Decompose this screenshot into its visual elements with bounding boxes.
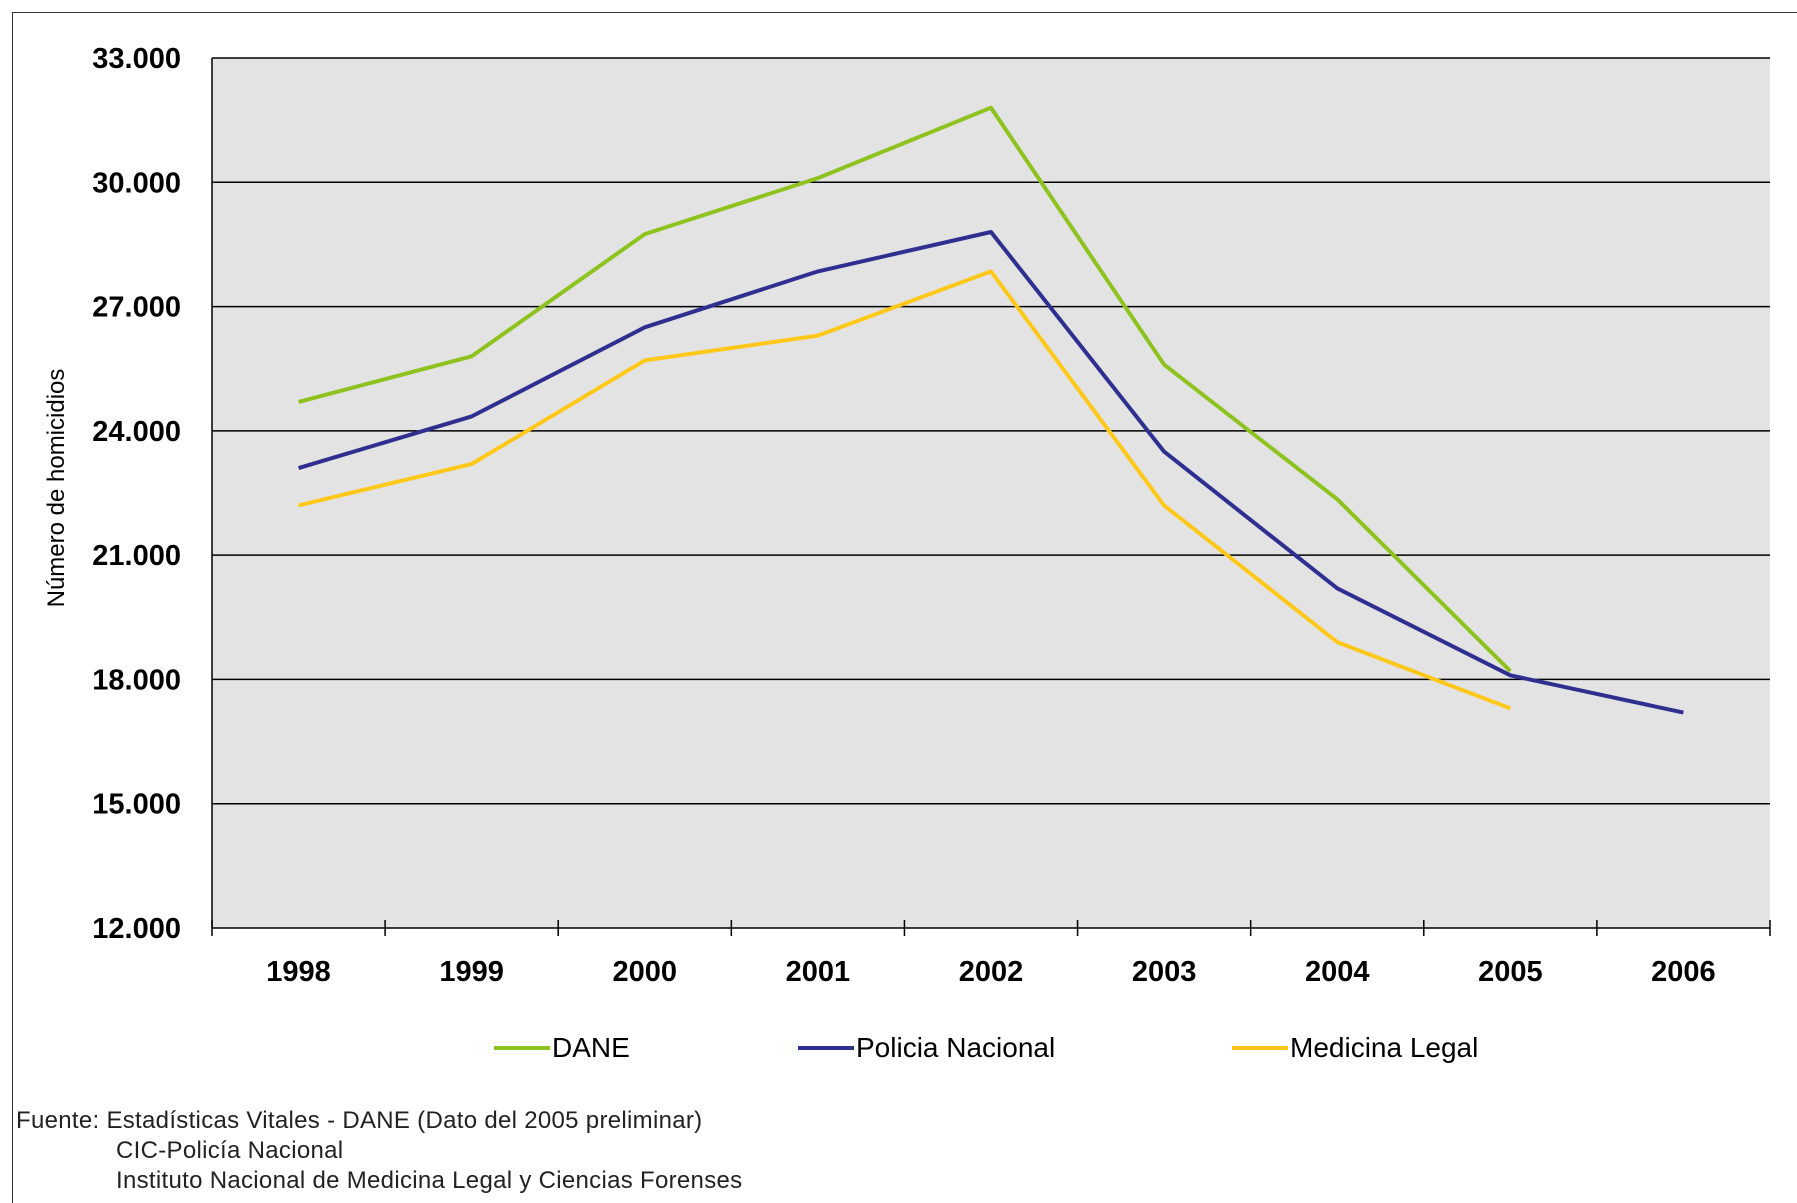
y-tick-label: 30.000 (92, 167, 181, 199)
y-tick-label: 15.000 (92, 789, 181, 821)
y-tick-label: 27.000 (92, 292, 181, 324)
x-tick-label: 1998 (266, 956, 331, 988)
x-tick-label: 2001 (786, 956, 851, 988)
legend-swatch-policia-nacional (798, 1046, 854, 1050)
y-tick-label: 21.000 (92, 540, 181, 572)
x-tick-labels: 1998 1999 2000 2001 2002 2003 2004 2005 2006 (266, 956, 1715, 988)
y-tick-labels: 12.000 15.000 18.000 21.000 24.000 27.000 30.0… (92, 43, 181, 945)
y-tick-label: 24.000 (92, 416, 181, 448)
source-line-1: Fuente: Estadísticas Vitales - DANE (Dat… (16, 1107, 703, 1134)
x-tick-label: 2004 (1305, 956, 1370, 988)
axes (211, 58, 1771, 936)
source-line-2: CIC-Policía Nacional (116, 1137, 344, 1164)
x-tick-label: 2005 (1478, 956, 1543, 988)
legend-item-medicina-legal: Medicina Legal (1232, 1032, 1478, 1064)
legend-swatch-medicina-legal (1232, 1046, 1288, 1050)
plot-area (212, 58, 1770, 928)
legend: DANE Policia Nacional Medicina Legal (0, 1032, 1797, 1072)
y-axis-title: Número de homicidios (43, 369, 70, 608)
x-tick-label: 2002 (959, 956, 1024, 988)
source-line-3: Instituto Nacional de Medicina Legal y C… (116, 1167, 743, 1194)
series-line-policia-nacional (298, 230, 1684, 715)
x-tick-label: 2006 (1651, 956, 1716, 988)
x-tick-label: 1999 (439, 956, 504, 988)
series-line-medicina-legal (298, 269, 1512, 711)
legend-label-dane: DANE (552, 1032, 630, 1063)
series-lines (298, 105, 1684, 715)
x-tick-label: 2003 (1132, 956, 1197, 988)
legend-label-policia-nacional: Policia Nacional (856, 1032, 1056, 1063)
y-tick-label: 33.000 (92, 43, 181, 75)
legend-label-medicina-legal: Medicina Legal (1290, 1032, 1479, 1063)
legend-item-policia-nacional: Policia Nacional (798, 1032, 1055, 1064)
legend-item-dane: DANE (494, 1032, 630, 1064)
y-tick-label: 12.000 (92, 913, 181, 945)
grid-lines (212, 57, 1770, 805)
y-tick-label: 18.000 (92, 664, 181, 696)
chart-frame (12, 12, 1797, 1203)
source-note: Fuente: Estadísticas Vitales - DANE (Dat… (16, 1106, 742, 1196)
x-tick-label: 2000 (613, 956, 678, 988)
legend-swatch-dane (494, 1046, 550, 1050)
series-line-dane (298, 105, 1512, 673)
